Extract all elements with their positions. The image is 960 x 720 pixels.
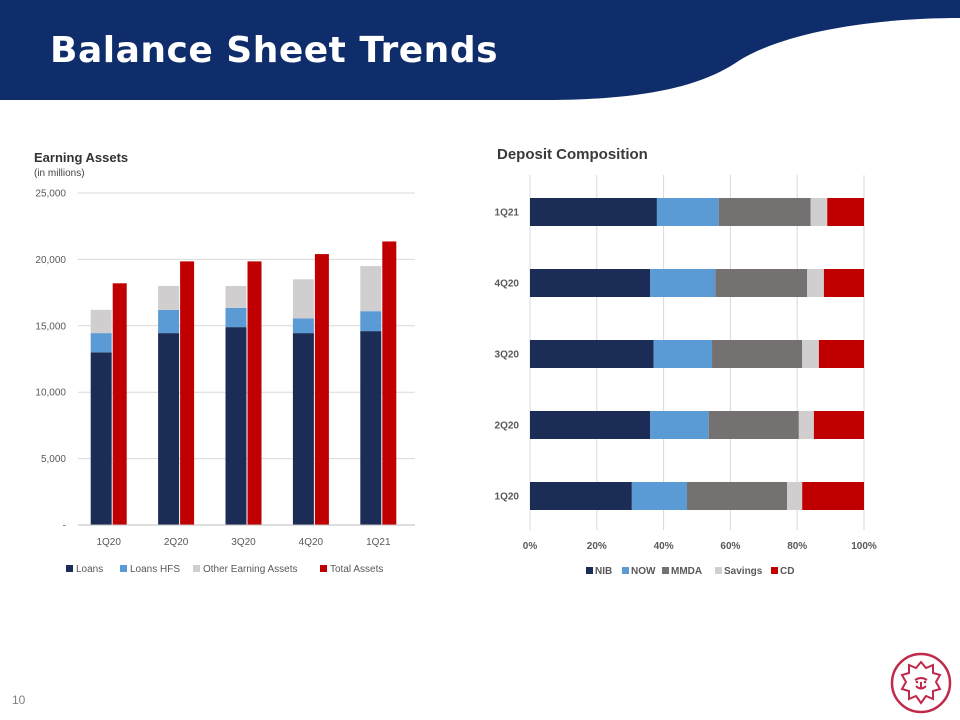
legend-swatch-mmda xyxy=(662,567,669,574)
bar-loans-2q20 xyxy=(158,333,180,525)
bar-cd-2q20 xyxy=(813,411,864,439)
x-tick-label: 2Q20 xyxy=(164,537,189,548)
legend-label-nib: NIB xyxy=(595,566,612,577)
x-tick-label: 4Q20 xyxy=(299,537,324,548)
x-tick-label: 100% xyxy=(851,541,877,552)
bar-other-earning-assets-1q21 xyxy=(360,266,382,312)
legend-swatch-cd xyxy=(771,567,778,574)
legend-swatch-other-earning-assets xyxy=(193,565,200,572)
bar-total-assets-2q20 xyxy=(180,261,195,525)
x-tick-label: 1Q21 xyxy=(366,537,391,548)
bar-total-assets-3q20 xyxy=(247,261,262,525)
y-tick-label: 1Q21 xyxy=(495,208,520,219)
bar-savings-2q20 xyxy=(798,411,814,439)
x-tick-label: 40% xyxy=(654,541,674,552)
bar-savings-1q20 xyxy=(787,482,803,510)
y-tick-label: 2Q20 xyxy=(495,421,520,432)
y-tick-label: - xyxy=(63,521,66,532)
bar-now-2q20 xyxy=(650,411,709,439)
bar-cd-1q21 xyxy=(827,198,864,226)
legend-swatch-now xyxy=(622,567,629,574)
bar-now-3q20 xyxy=(653,340,713,368)
legend-label-now: NOW xyxy=(631,566,656,577)
bar-loans-hfs-3q20 xyxy=(225,307,247,328)
bar-loans-hfs-4q20 xyxy=(292,318,314,334)
bar-savings-3q20 xyxy=(802,340,819,368)
y-tick-label: 25,000 xyxy=(35,189,66,200)
earning-assets-chart: - 5,000 10,000 15,000 20,000 25,000 1Q20 2Q20 3Q… xyxy=(35,189,415,575)
bar-other-earning-assets-1q20 xyxy=(90,309,112,334)
y-tick-label: 15,000 xyxy=(35,321,66,332)
legend-label-cd: CD xyxy=(780,566,794,577)
bar-total-assets-4q20 xyxy=(314,254,329,525)
bar-now-4q20 xyxy=(650,269,716,297)
bar-other-earning-assets-2q20 xyxy=(158,285,180,310)
header-banner xyxy=(0,0,960,100)
bar-total-assets-1q20 xyxy=(112,283,127,525)
bar-loans-hfs-1q20 xyxy=(90,333,112,353)
deposit-composition-chart: 0% 20% 40% 60% 80% 100% 1Q21 4Q20 3Q20 2Q20 1Q20 NI… xyxy=(495,175,877,577)
legend-label-loans-hfs: Loans HFS xyxy=(130,564,180,575)
bar-total-assets-1q21 xyxy=(382,241,397,526)
y-tick-label: 4Q20 xyxy=(495,279,520,290)
x-tick-label: 80% xyxy=(787,541,807,552)
x-tick-label: 20% xyxy=(587,541,607,552)
bar-nib-1q21 xyxy=(530,198,657,226)
bar-cd-4q20 xyxy=(823,269,864,297)
bar-mmda-3q20 xyxy=(712,340,803,368)
bar-loans-1q20 xyxy=(90,352,112,525)
legend-swatch-loans-hfs xyxy=(120,565,127,572)
y-tick-label: 1Q20 xyxy=(495,492,520,503)
y-tick-label: 20,000 xyxy=(35,255,66,266)
legend-label-mmda: MMDA xyxy=(671,566,702,577)
bar-now-1q21 xyxy=(656,198,719,226)
bar-mmda-1q20 xyxy=(686,482,788,510)
legend-label-other-earning-assets: Other Earning Assets xyxy=(203,564,298,575)
bar-loans-hfs-2q20 xyxy=(158,309,180,334)
bar-other-earning-assets-3q20 xyxy=(225,285,247,308)
legend-swatch-savings xyxy=(715,567,722,574)
x-tick-label: 3Q20 xyxy=(231,537,256,548)
bar-now-1q20 xyxy=(631,482,687,510)
bar-nib-1q20 xyxy=(530,482,632,510)
legend-swatch-nib xyxy=(586,567,593,574)
x-tick-label: 60% xyxy=(720,541,740,552)
bar-savings-1q21 xyxy=(810,198,828,226)
bar-loans-4q20 xyxy=(292,333,314,525)
y-tick-label: 5,000 xyxy=(41,454,66,465)
bar-loans-3q20 xyxy=(225,327,247,525)
bar-mmda-2q20 xyxy=(708,411,799,439)
legend-label-savings: Savings xyxy=(724,566,763,577)
legend-label-loans: Loans xyxy=(76,564,103,575)
legend-swatch-loans xyxy=(66,565,73,572)
bar-nib-4q20 xyxy=(530,269,651,297)
earning-assets-subtitle: (in millions) xyxy=(34,168,85,179)
bar-other-earning-assets-4q20 xyxy=(292,279,314,319)
deposit-composition-title: Deposit Composition xyxy=(497,146,648,163)
y-tick-label: 10,000 xyxy=(35,388,66,399)
legend-swatch-total-assets xyxy=(320,565,327,572)
bar-mmda-1q21 xyxy=(718,198,811,226)
legend-label-total-assets: Total Assets xyxy=(330,564,383,575)
y-tick-label: 3Q20 xyxy=(495,350,520,361)
page-title: Balance Sheet Trends xyxy=(50,30,499,71)
bar-cd-3q20 xyxy=(818,340,864,368)
bar-loans-1q21 xyxy=(360,331,382,525)
bar-nib-3q20 xyxy=(530,340,654,368)
bar-loans-hfs-1q21 xyxy=(360,311,382,332)
bar-mmda-4q20 xyxy=(715,269,808,297)
x-tick-label: 0% xyxy=(523,541,538,552)
page-number: 10 xyxy=(12,693,26,707)
lion-head-logo xyxy=(890,652,952,714)
x-tick-label: 1Q20 xyxy=(96,537,121,548)
earning-assets-title: Earning Assets xyxy=(34,150,129,165)
bar-nib-2q20 xyxy=(530,411,651,439)
bar-savings-4q20 xyxy=(807,269,824,297)
bar-cd-1q20 xyxy=(802,482,864,510)
